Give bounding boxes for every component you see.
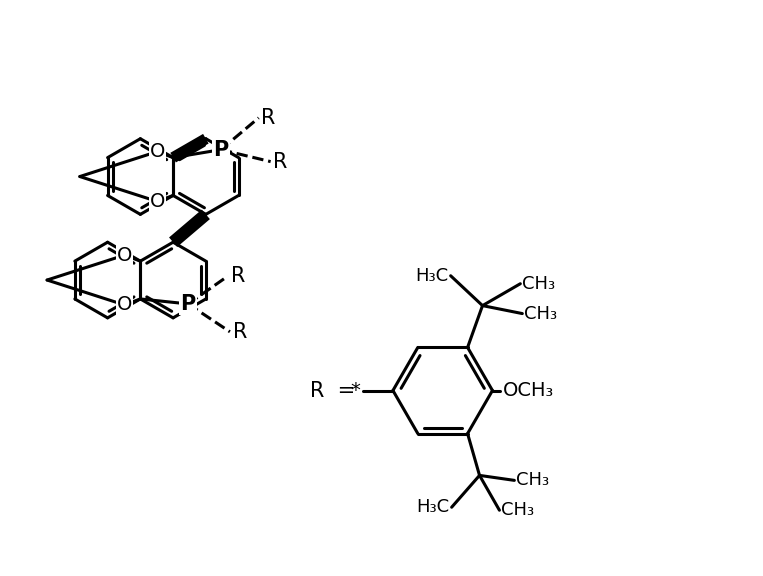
Text: P: P bbox=[213, 139, 228, 160]
Text: O: O bbox=[117, 295, 132, 314]
Text: P: P bbox=[181, 294, 196, 314]
Text: CH₃: CH₃ bbox=[524, 305, 558, 323]
Text: R: R bbox=[230, 266, 245, 286]
Text: R: R bbox=[273, 151, 288, 172]
Text: *: * bbox=[350, 381, 360, 400]
Text: R: R bbox=[262, 108, 276, 128]
Text: CH₃: CH₃ bbox=[523, 275, 555, 293]
Text: O: O bbox=[117, 245, 132, 264]
Text: O: O bbox=[150, 192, 165, 211]
Text: OCH₃: OCH₃ bbox=[502, 381, 554, 400]
Text: CH₃: CH₃ bbox=[517, 471, 549, 490]
Text: CH₃: CH₃ bbox=[501, 501, 535, 519]
Text: H₃C: H₃C bbox=[417, 498, 449, 516]
Text: O: O bbox=[150, 142, 165, 161]
Text: R  =: R = bbox=[311, 381, 356, 400]
Text: H₃C: H₃C bbox=[416, 267, 449, 285]
Text: R: R bbox=[233, 322, 247, 342]
